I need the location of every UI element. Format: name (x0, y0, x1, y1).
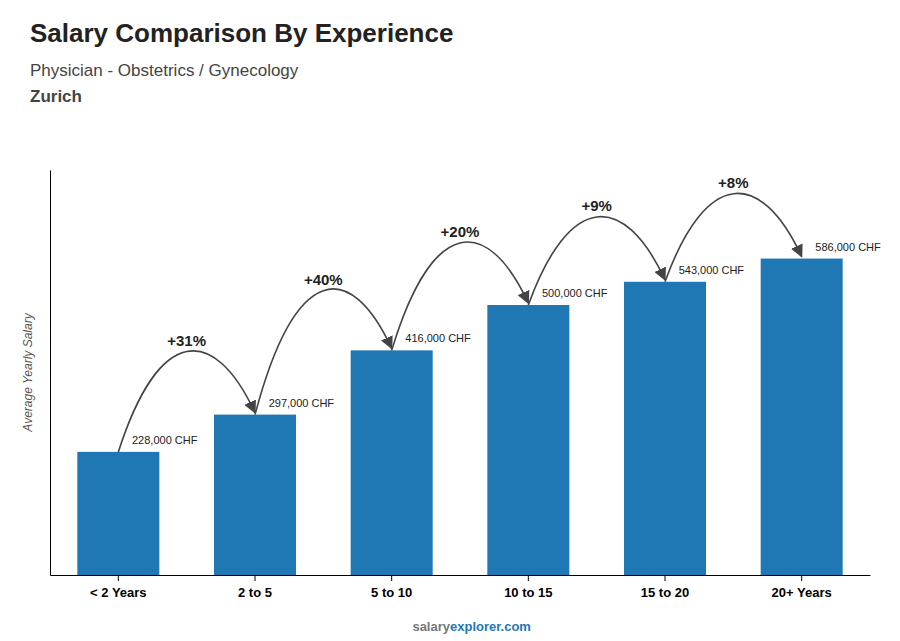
x-tick-mark (255, 575, 256, 581)
data-label: 297,000 CHF (269, 397, 335, 409)
y-axis-title: Average Yearly Salary (21, 312, 35, 432)
subtitle: Physician - Obstetrics / Gynecology (30, 61, 299, 80)
change-label: +9% (581, 197, 611, 214)
change-arc (118, 351, 255, 452)
x-tick-label: 2 to 5 (238, 585, 272, 600)
x-tick-mark (528, 575, 529, 581)
x-axis: < 2 Years 2 to 5 5 to 10 10 to 15 15 to 20 20… (51, 575, 871, 600)
x-tick-mark (118, 575, 119, 581)
change-label: +31% (167, 332, 206, 349)
change-label: +20% (441, 223, 480, 240)
bar (624, 282, 706, 575)
x-tick-mark (665, 575, 666, 581)
bar (761, 259, 843, 575)
footer: salary (412, 619, 450, 634)
y-axis-line (50, 171, 51, 576)
x-tick: 10 to 15 (504, 575, 552, 600)
change-arc (528, 217, 665, 305)
x-tick-label: 15 to 20 (641, 585, 689, 600)
change-label: +8% (718, 174, 748, 191)
x-tick-mark (801, 575, 802, 581)
change-label: +40% (304, 271, 343, 288)
chart: Salary Comparison By Experience Physician… (0, 0, 900, 641)
data-label: 586,000 CHF (815, 241, 881, 253)
x-tick: 2 to 5 (238, 575, 272, 600)
data-label: 500,000 CHF (542, 287, 608, 299)
bar (487, 305, 569, 575)
bar (77, 452, 159, 575)
data-label: 228,000 CHF (132, 434, 198, 446)
annotations: +31% +40% +20% +9% +8% (118, 174, 801, 452)
data-labels: 228,000 CHF 297,000 CHF 416,000 CHF 500,000… (132, 241, 881, 446)
plot-area (77, 259, 842, 575)
data-label: 416,000 CHF (405, 332, 471, 344)
x-tick-label: 20+ Years (772, 585, 832, 600)
x-tick-label: 5 to 10 (371, 585, 412, 600)
change-arc (665, 193, 802, 281)
bar (214, 415, 296, 575)
change-arc (392, 242, 529, 350)
x-tick: < 2 Years (90, 575, 147, 600)
x-tick-mark (391, 575, 392, 581)
change-arc (255, 289, 392, 415)
x-tick: 15 to 20 (641, 575, 689, 600)
data-label: 543,000 CHF (679, 264, 745, 276)
x-tick-label: < 2 Years (90, 585, 147, 600)
footer: explorer.com (450, 619, 531, 634)
title: Salary Comparison By Experience (30, 18, 453, 48)
x-tick: 5 to 10 (371, 575, 412, 600)
subtitle: Zurich (30, 87, 82, 106)
bar (351, 350, 433, 575)
x-tick-label: 10 to 15 (504, 585, 552, 600)
y-axis (50, 171, 51, 576)
x-axis-line (51, 575, 871, 576)
x-tick: 20+ Years (772, 575, 832, 600)
